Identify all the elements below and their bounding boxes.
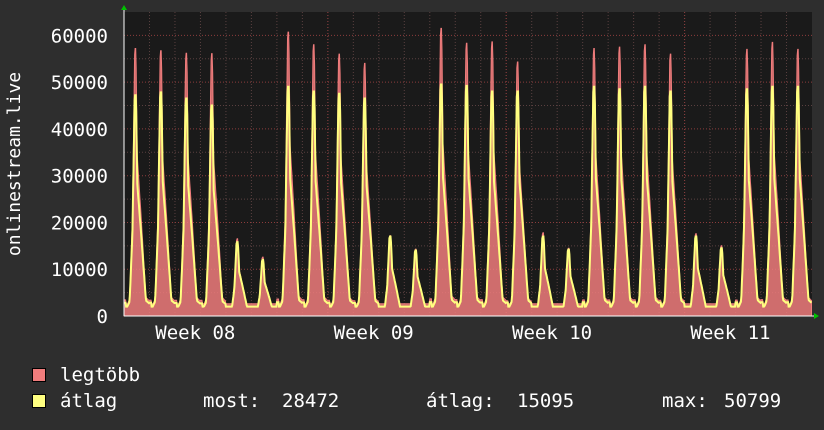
y-tick-labels: 0 10000 20000 30000 40000 50000 60000 [51, 25, 108, 328]
x-tick-label: Week 10 [512, 322, 592, 344]
x-tick-label: Week 11 [690, 322, 770, 344]
x-tick-label: Week 08 [155, 322, 235, 344]
y-tick-label: 20000 [51, 212, 108, 234]
y-tick-label: 0 [97, 306, 108, 328]
legend-row-max: legtöbb [32, 362, 812, 388]
current-value: 28472 [282, 390, 340, 412]
avg-swatch [32, 394, 46, 408]
series-avg-line [124, 83, 813, 308]
y-tick-label: 30000 [51, 166, 108, 188]
y-tick-label: 10000 [51, 259, 108, 281]
x-axis-arrow [814, 313, 819, 319]
legend-row-avg: átlag most: 28472 átlag: 15095 max: 5079… [32, 388, 812, 414]
average-value: 15095 [517, 390, 575, 412]
maximum-label: max: [662, 390, 708, 412]
average-label: átlag: [426, 390, 495, 412]
current-label: most: [203, 390, 261, 412]
y-tick-label: 40000 [51, 119, 108, 141]
y-tick-label: 60000 [51, 25, 108, 47]
y-axis-label: onlinestream.live [4, 72, 25, 256]
series-layer [123, 27, 813, 317]
x-tick-label: Week 09 [334, 322, 414, 344]
y-axis-arrow [121, 5, 127, 10]
axes [121, 5, 819, 319]
max-swatch [32, 368, 46, 382]
legend-max-label: legtöbb [60, 364, 141, 386]
y-tick-label: 50000 [51, 72, 108, 94]
legend: legtöbb átlag most: 28472 átlag: 15095 m… [32, 362, 812, 414]
x-tick-labels: Week 08 Week 09 Week 10 Week 11 [155, 322, 770, 344]
legend-avg-label: átlag [60, 390, 118, 412]
maximum-value: 50799 [724, 390, 782, 412]
